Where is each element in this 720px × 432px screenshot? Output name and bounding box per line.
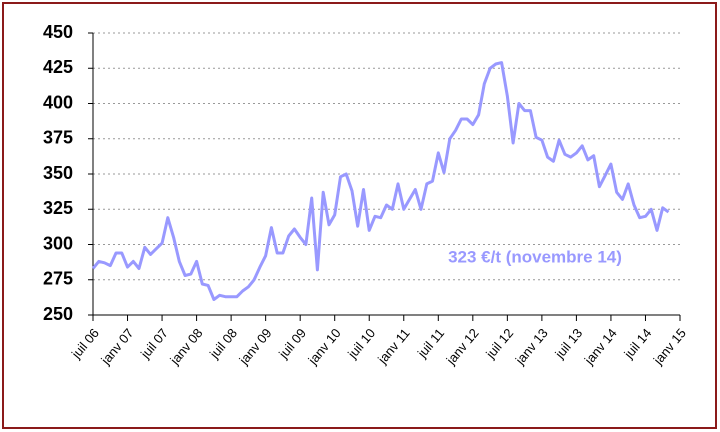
y-tick-label: 350 [43,163,73,183]
y-tick-label: 250 [43,304,73,324]
y-tick-label: 375 [43,128,73,148]
annotation: 323 €/t (novembre 14) [448,247,622,266]
y-tick-label: 325 [43,198,73,218]
y-tick-label: 275 [43,269,73,289]
y-tick-label: 400 [43,92,73,112]
y-tick-label: 450 [43,22,73,42]
y-tick-label: 425 [43,57,73,77]
y-tick-label: 300 [43,233,73,253]
line [91,61,670,301]
